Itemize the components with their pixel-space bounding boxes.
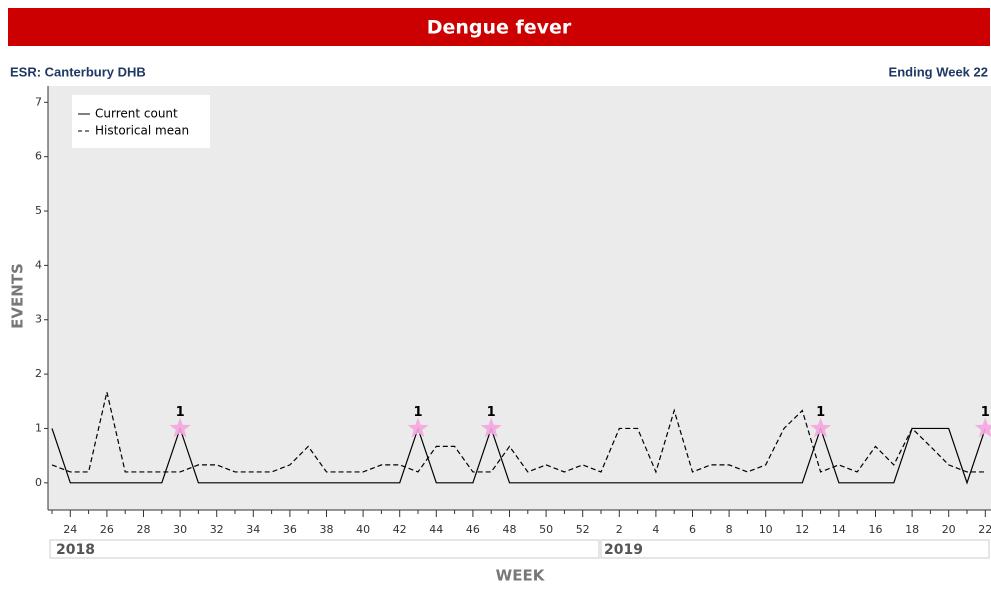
x-tick-label: 46 (466, 523, 480, 536)
x-tick-label: 28 (137, 523, 151, 536)
y-axis-title: EVENTS (9, 263, 27, 329)
x-tick-label: 20 (942, 523, 956, 536)
y-tick-label: 7 (35, 95, 42, 108)
x-tick-label: 48 (503, 523, 517, 536)
year-box (600, 539, 990, 559)
legend (72, 95, 210, 148)
data-label: 1 (487, 405, 496, 420)
year-box (49, 539, 600, 559)
x-tick-label: 32 (210, 523, 224, 536)
star-marker (407, 417, 429, 438)
legend-label: Historical mean (95, 124, 189, 138)
x-tick-label: 22 (978, 523, 991, 536)
legend-label: Current count (95, 107, 178, 121)
star-marker (974, 417, 991, 438)
x-tick-label: 34 (246, 523, 260, 536)
x-tick-label: 44 (429, 523, 443, 536)
x-tick-label: 4 (652, 523, 659, 536)
data-label: 1 (413, 405, 422, 420)
year-label: 2018 (56, 542, 95, 558)
y-tick-label: 6 (35, 150, 42, 163)
x-tick-label: 30 (173, 523, 187, 536)
x-tick-label: 16 (869, 523, 883, 536)
subtitle-right: Ending Week 22 (889, 64, 988, 79)
x-tick-label: 40 (356, 523, 370, 536)
subtitle-left: ESR: Canterbury DHB (10, 64, 146, 79)
star-marker (480, 417, 502, 438)
x-tick-label: 38 (320, 523, 334, 536)
y-tick-label: 1 (35, 421, 42, 434)
data-label: 1 (816, 405, 825, 420)
y-tick-label: 5 (35, 204, 42, 217)
x-tick-label: 18 (905, 523, 919, 536)
star-marker (810, 417, 832, 438)
x-tick-label: 14 (832, 523, 846, 536)
series-line (51, 426, 986, 485)
y-tick-label: 2 (35, 367, 42, 380)
x-tick-label: 8 (726, 523, 733, 536)
x-tick-label: 52 (576, 523, 590, 536)
title-bar (8, 8, 990, 46)
plot-area (48, 86, 991, 510)
star-marker (169, 417, 191, 438)
y-tick-label: 3 (35, 313, 42, 326)
x-tick-label: 2 (616, 523, 623, 536)
year-label: 2019 (604, 542, 643, 558)
data-label: 1 (981, 405, 990, 420)
x-tick-label: 24 (63, 523, 77, 536)
x-axis-title: WEEK (496, 567, 546, 585)
x-tick-label: 10 (759, 523, 773, 536)
x-tick-label: 36 (283, 523, 297, 536)
data-label: 1 (176, 405, 185, 420)
series-line (51, 391, 986, 474)
x-tick-label: 12 (795, 523, 809, 536)
x-tick-label: 26 (100, 523, 114, 536)
chart-title: Dengue fever (427, 17, 572, 39)
y-tick-label: 0 (35, 476, 42, 489)
x-tick-label: 50 (539, 523, 553, 536)
x-tick-label: 42 (393, 523, 407, 536)
x-tick-label: 6 (689, 523, 696, 536)
y-tick-label: 4 (35, 258, 42, 271)
